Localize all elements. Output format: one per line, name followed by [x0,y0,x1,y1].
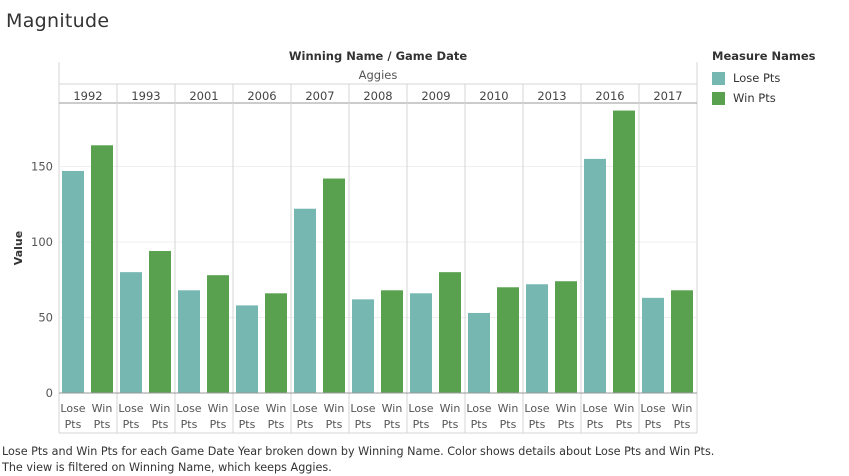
x-tick-label-line1: Win [382,402,403,415]
x-tick-label-line2: Pts [210,418,227,431]
bar-lose-pts [178,290,200,393]
x-tick-label-line1: Lose [350,402,375,415]
x-tick-label-line1: Win [440,402,461,415]
bar-win-pts [613,110,635,393]
group-label: Aggies [359,68,398,82]
x-tick-label-line2: Pts [616,418,633,431]
y-axis-label: Value [12,231,25,265]
legend-label-win-pts: Win Pts [733,91,776,105]
x-tick-label-line1: Win [614,402,635,415]
x-tick-label-line1: Lose [234,402,259,415]
bar-win-pts [323,178,345,393]
legend-title: Measure Names [712,49,816,63]
x-tick-label-line1: Lose [640,402,665,415]
y-tick-label: 150 [31,159,53,173]
year-label: 1993 [131,89,160,103]
bar-win-pts [265,293,287,393]
x-tick-label-line2: Pts [94,418,111,431]
bar-win-pts [381,290,403,393]
x-tick-label-line2: Pts [65,418,82,431]
x-tick-label-line1: Win [498,402,519,415]
x-tick-label-line1: Win [92,402,113,415]
bar-lose-pts [468,312,490,393]
x-tick-label-line1: Lose [292,402,317,415]
legend-item-lose-pts[interactable]: Lose Pts [712,68,816,88]
x-tick-label-line1: Win [324,402,345,415]
bar-win-pts [671,290,693,393]
year-label: 2009 [421,89,450,103]
legend-swatch-win-pts [712,91,725,105]
bar-lose-pts [526,284,548,393]
x-tick-label-line1: Win [266,402,287,415]
y-tick-label: 0 [46,386,53,400]
x-tick-label-line1: Win [556,402,577,415]
bar-lose-pts [294,208,316,393]
year-label: 2010 [479,89,508,103]
x-tick-label-line2: Pts [587,418,604,431]
bar-lose-pts [62,170,84,393]
year-label: 2006 [247,89,276,103]
x-tick-label-line2: Pts [529,418,546,431]
x-tick-label-line1: Lose [408,402,433,415]
x-tick-label-line2: Pts [123,418,140,431]
year-label: 2001 [189,89,218,103]
x-tick-label-line1: Lose [118,402,143,415]
bar-win-pts [555,281,577,393]
x-tick-label-line2: Pts [384,418,401,431]
x-tick-label-line1: Lose [524,402,549,415]
header-title: Winning Name / Game Date [289,49,468,63]
bar-win-pts [497,287,519,393]
x-tick-label-line2: Pts [268,418,285,431]
legend-item-win-pts[interactable]: Win Pts [712,88,816,108]
bar-win-pts [207,275,229,393]
x-tick-label-line2: Pts [500,418,517,431]
x-tick-label-line1: Lose [466,402,491,415]
year-label: 2013 [537,89,566,103]
legend-label-lose-pts: Lose Pts [733,71,781,85]
x-tick-label-line2: Pts [471,418,488,431]
year-label: 2008 [363,89,392,103]
bar-lose-pts [584,158,606,393]
bar-lose-pts [642,297,664,393]
bar-win-pts [91,145,113,393]
chart-caption: Lose Pts and Win Pts for each Game Date … [2,445,715,474]
x-tick-label-line2: Pts [558,418,575,431]
x-tick-label-line2: Pts [239,418,256,431]
y-tick-label: 50 [38,310,53,324]
x-tick-label-line1: Win [150,402,171,415]
x-tick-label-line2: Pts [297,418,314,431]
bar-lose-pts [120,272,142,393]
year-label: 2016 [595,89,624,103]
bar-win-pts [439,272,461,393]
x-tick-label-line2: Pts [181,418,198,431]
x-tick-label-line1: Win [208,402,229,415]
x-tick-label-line1: Lose [176,402,201,415]
year-label: 1992 [73,89,102,103]
bar-chart: Winning Name / Game Date Aggies 0 50 100 150 V… [12,49,698,434]
bar-lose-pts [236,305,258,393]
x-tick-label-line1: Lose [582,402,607,415]
x-tick-label-line2: Pts [326,418,343,431]
x-tick-label-line1: Win [672,402,693,415]
bar-win-pts [149,251,171,393]
bar-lose-pts [410,293,432,393]
legend-swatch-lose-pts [712,71,725,85]
y-tick-label: 100 [31,235,53,249]
chart-title: Magnitude [6,10,110,32]
x-tick-label-line2: Pts [413,418,430,431]
legend: Measure Names Lose Pts Win Pts [712,49,816,108]
x-tick-label-line1: Lose [60,402,85,415]
x-tick-label-line2: Pts [442,418,459,431]
x-tick-label-line2: Pts [674,418,691,431]
year-label: 2017 [653,89,682,103]
year-label: 2007 [305,89,334,103]
bar-lose-pts [352,299,374,393]
x-tick-label-line2: Pts [355,418,372,431]
x-tick-label-line2: Pts [645,418,662,431]
x-tick-label-line2: Pts [152,418,169,431]
